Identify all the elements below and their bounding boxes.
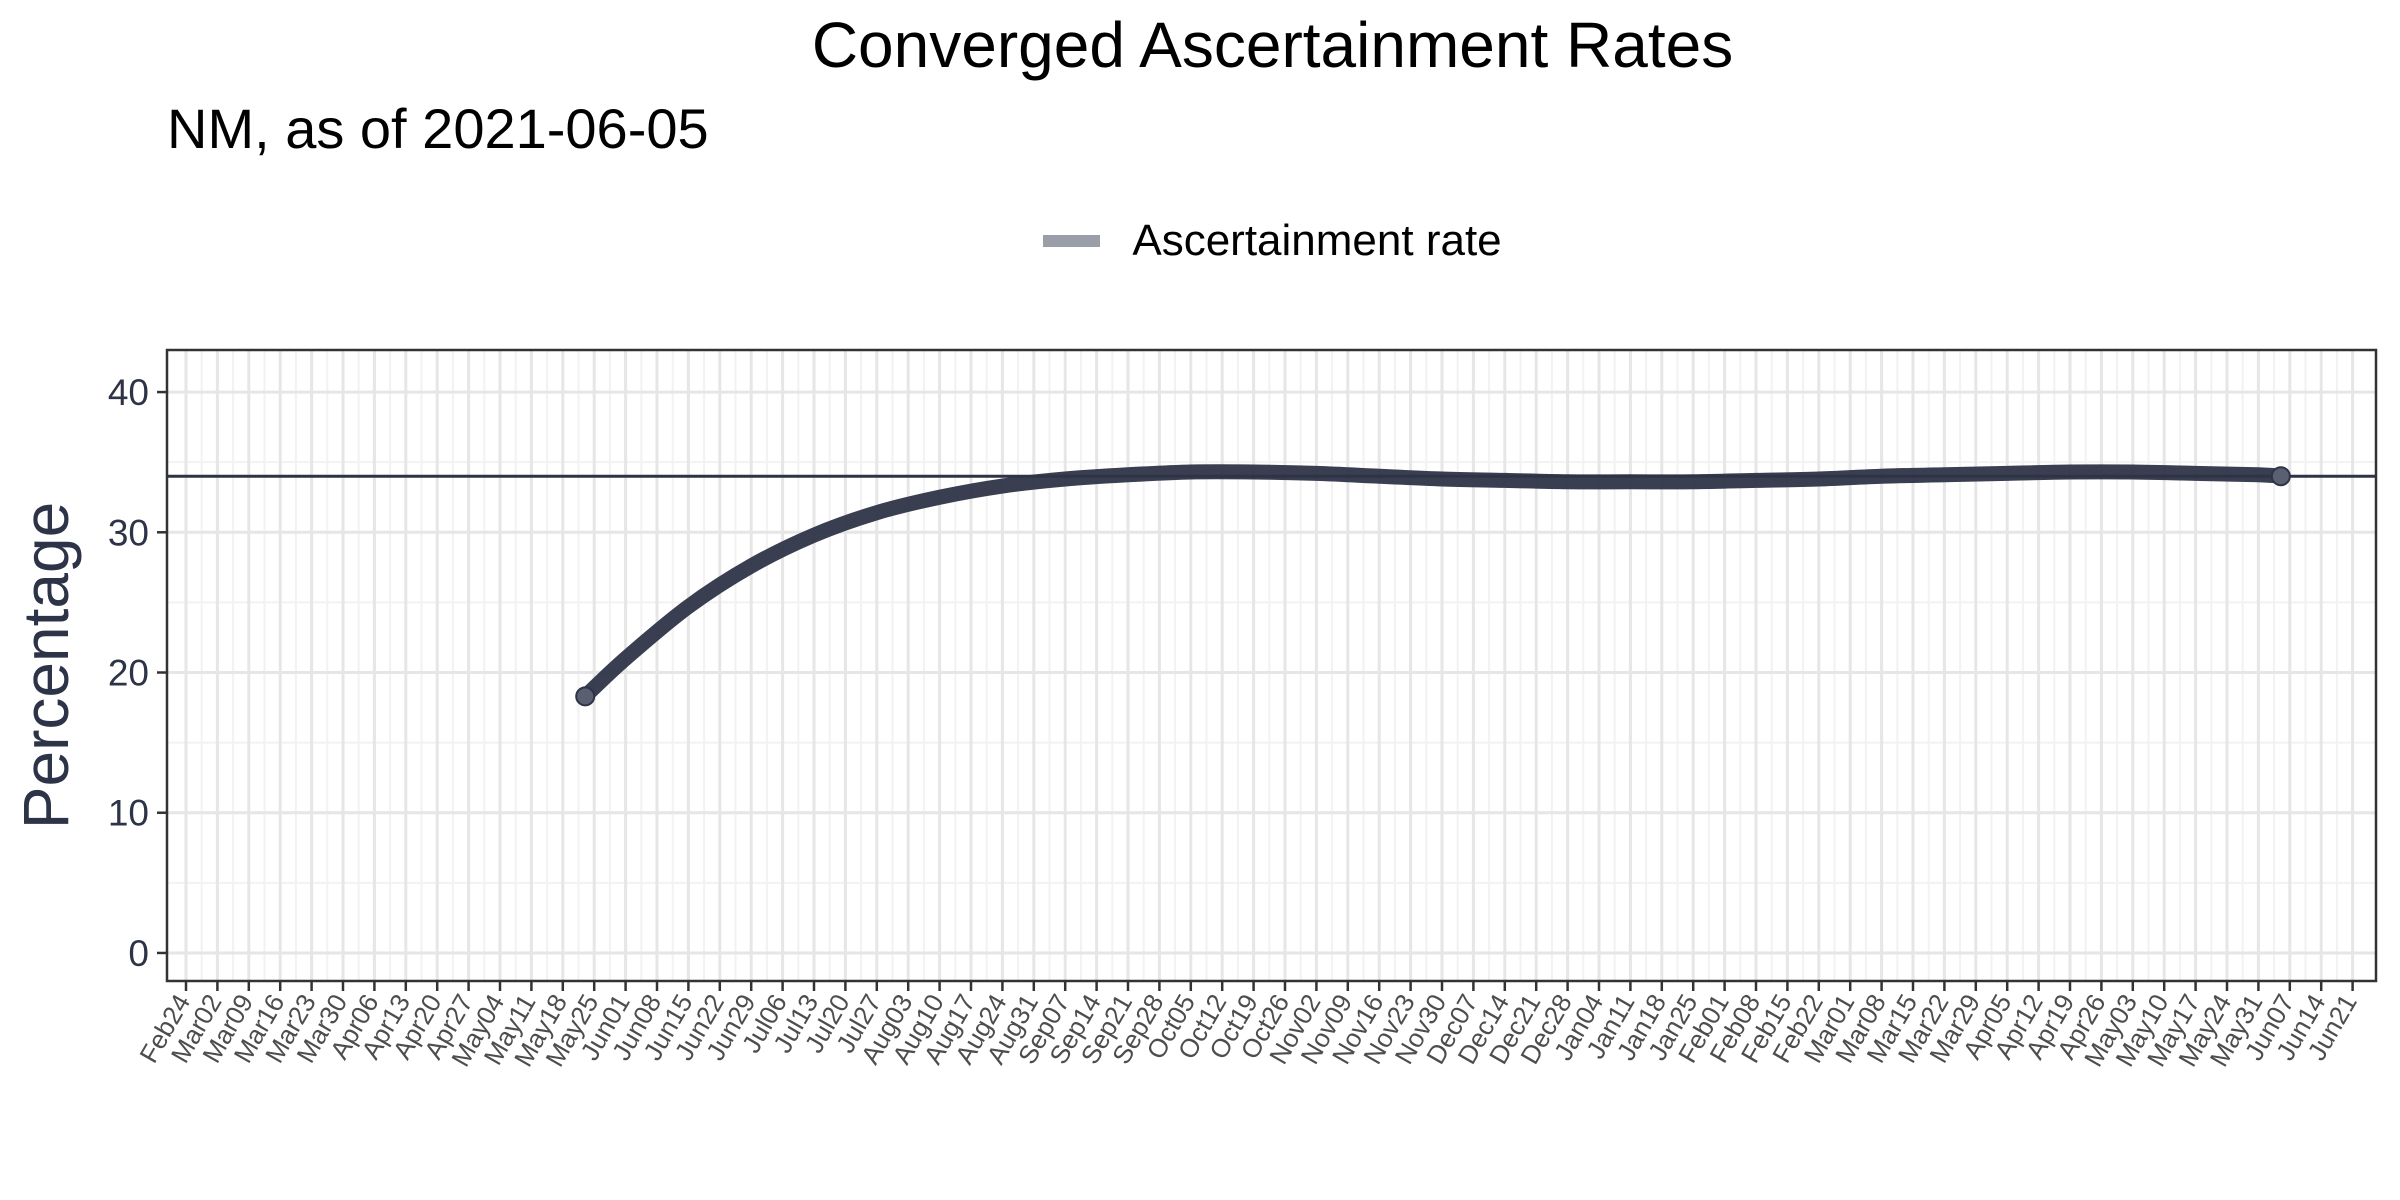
plot-background [167, 350, 2376, 981]
chart-subtitle: NM, as of 2021-06-05 [167, 97, 709, 160]
series-start-point [575, 686, 596, 707]
series-end-point [2270, 466, 2291, 487]
y-tick-label: 0 [128, 933, 149, 974]
legend-swatch [1043, 235, 1101, 247]
y-tick-label: 30 [108, 512, 149, 553]
plot-border [165, 348, 2378, 983]
y-tick-label: 20 [108, 653, 149, 694]
legend: Ascertainment rate [0, 216, 2400, 266]
y-axis-title: Percentage [10, 502, 82, 829]
chart-title: Converged Ascertainment Rates [811, 9, 1734, 81]
series-line [577, 464, 2289, 704]
y-tick-label: 40 [108, 372, 149, 413]
y-tick-label: 10 [108, 793, 149, 834]
legend-label: Ascertainment rate [1132, 216, 1502, 265]
